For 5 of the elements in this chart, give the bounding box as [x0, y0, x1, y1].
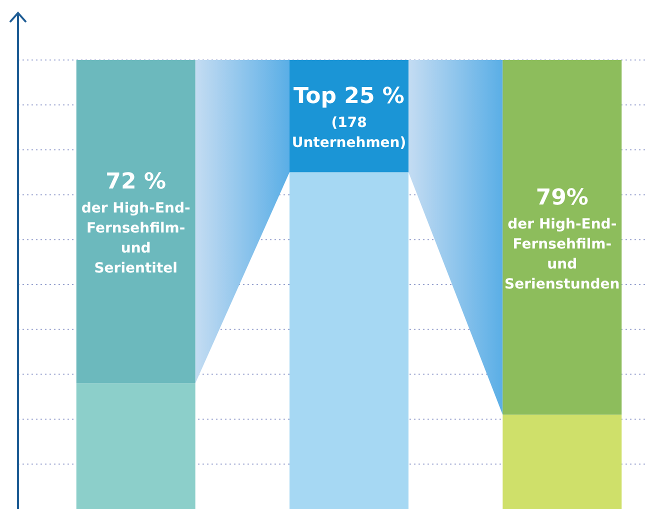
data-label: Top 25 % (178 Unternehmen)	[292, 84, 406, 152]
bar	[502, 414, 622, 509]
bar	[76, 383, 196, 509]
data-label: 79% der High-End- Fernsehfilm- und Serienstunden	[504, 185, 620, 292]
data-label: 72 % der High-End- Fernsehfilm- und Serientitel	[81, 170, 191, 277]
